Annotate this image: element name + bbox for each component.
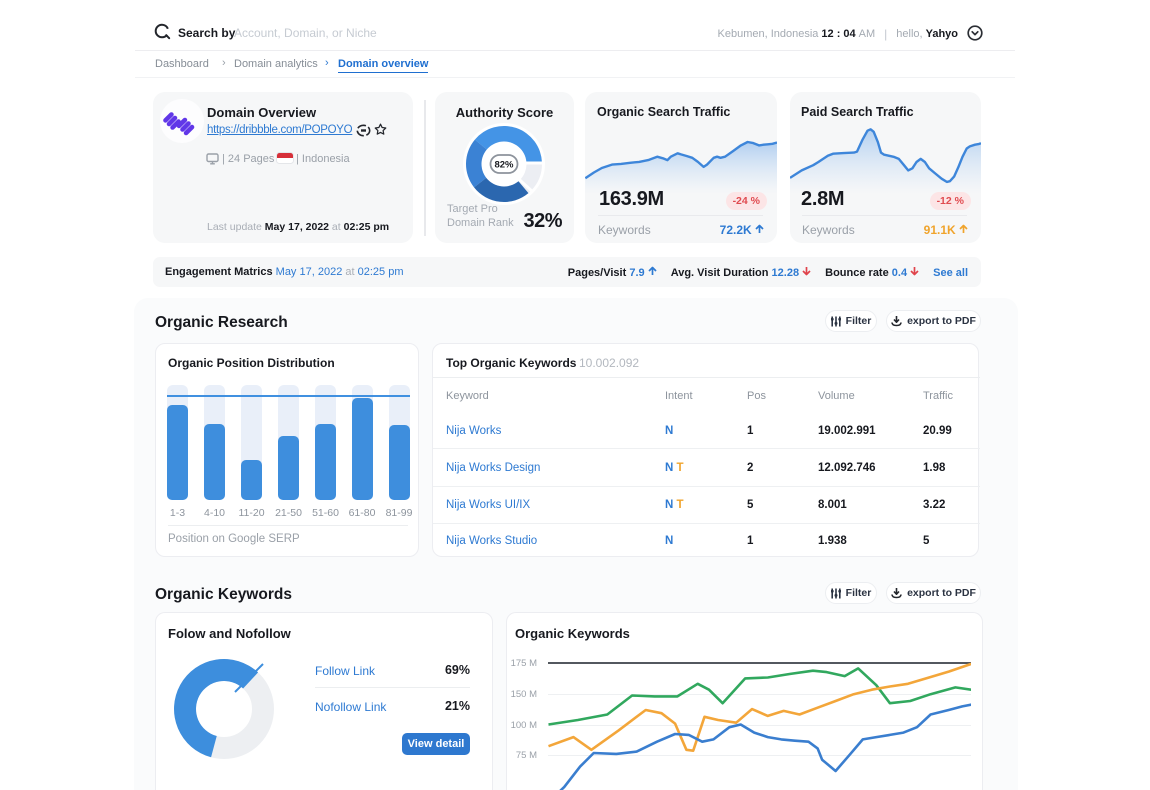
svg-text:82%: 82% [494,160,514,171]
